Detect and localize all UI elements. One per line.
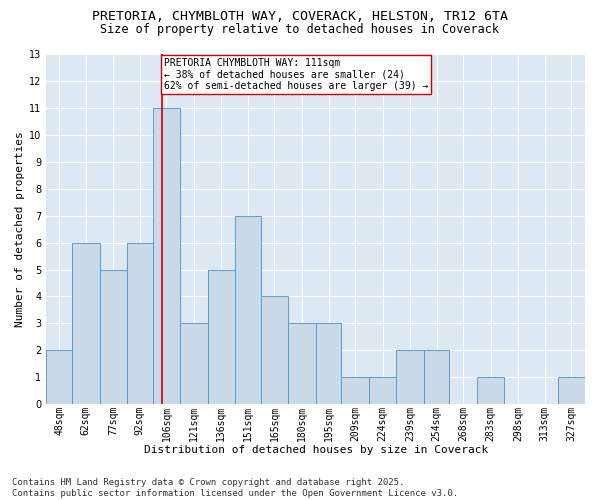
- X-axis label: Distribution of detached houses by size in Coverack: Distribution of detached houses by size …: [143, 445, 488, 455]
- Bar: [180, 324, 208, 404]
- Text: Size of property relative to detached houses in Coverack: Size of property relative to detached ho…: [101, 22, 499, 36]
- Bar: [341, 378, 369, 404]
- Bar: [477, 378, 505, 404]
- Bar: [288, 324, 316, 404]
- Text: PRETORIA CHYMBLOTH WAY: 111sqm
← 38% of detached houses are smaller (24)
62% of : PRETORIA CHYMBLOTH WAY: 111sqm ← 38% of …: [164, 58, 428, 91]
- Bar: [100, 270, 127, 404]
- Bar: [261, 296, 288, 404]
- Bar: [397, 350, 424, 404]
- Bar: [316, 324, 341, 404]
- Bar: [424, 350, 449, 404]
- Bar: [46, 350, 72, 404]
- Bar: [152, 108, 180, 404]
- Text: Contains HM Land Registry data © Crown copyright and database right 2025.
Contai: Contains HM Land Registry data © Crown c…: [12, 478, 458, 498]
- Bar: [235, 216, 261, 404]
- Bar: [208, 270, 235, 404]
- Y-axis label: Number of detached properties: Number of detached properties: [15, 131, 25, 327]
- Bar: [127, 242, 152, 404]
- Bar: [369, 378, 397, 404]
- Bar: [557, 378, 585, 404]
- Text: PRETORIA, CHYMBLOTH WAY, COVERACK, HELSTON, TR12 6TA: PRETORIA, CHYMBLOTH WAY, COVERACK, HELST…: [92, 10, 508, 23]
- Bar: [72, 242, 100, 404]
